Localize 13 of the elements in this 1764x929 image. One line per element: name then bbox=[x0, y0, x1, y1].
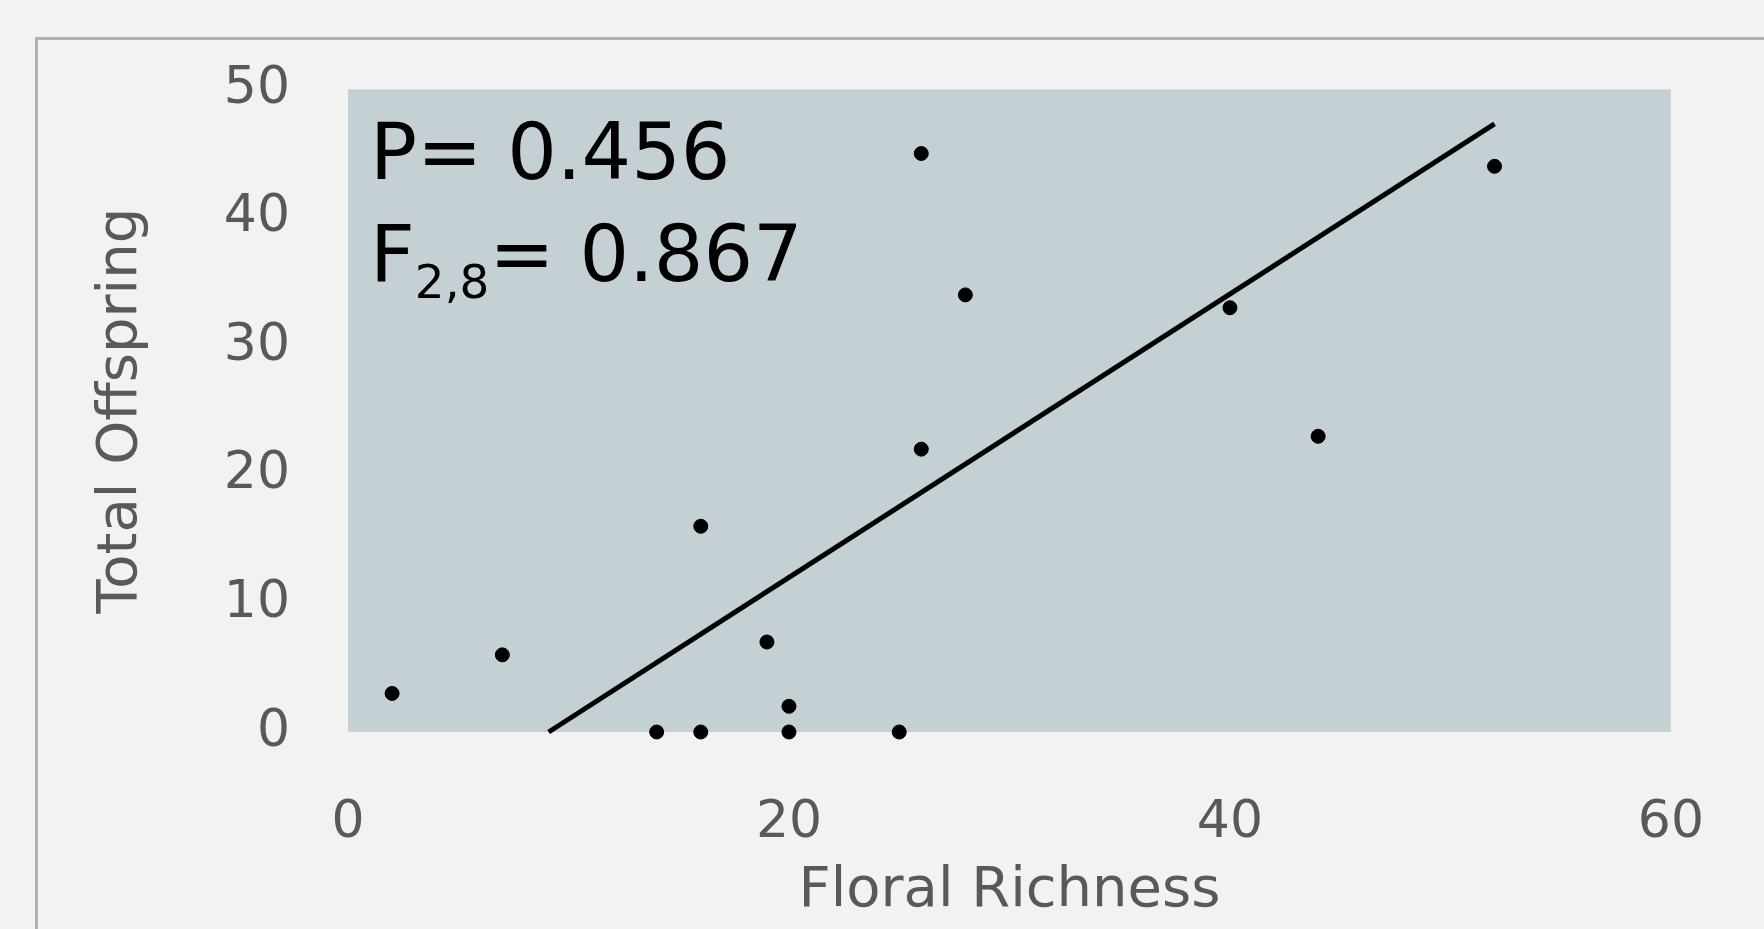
x-tick-label: 40 bbox=[1196, 788, 1264, 849]
x-tick-label: 0 bbox=[331, 788, 365, 849]
y-tick-label: 20 bbox=[223, 440, 290, 501]
x-tick-label: 20 bbox=[755, 788, 823, 849]
y-axis-title: Total Offspring bbox=[84, 207, 150, 615]
y-tick-label: 40 bbox=[223, 183, 290, 244]
x-tick-label: 60 bbox=[1637, 788, 1704, 849]
y-tick-label: 10 bbox=[223, 568, 290, 629]
annotation: P= 0.456 bbox=[370, 107, 731, 198]
y-tick-label: 0 bbox=[256, 697, 290, 758]
x-axis-title: Floral Richness bbox=[798, 853, 1221, 919]
y-tick-label: 30 bbox=[223, 311, 290, 372]
y-tick-label: 50 bbox=[223, 54, 290, 115]
